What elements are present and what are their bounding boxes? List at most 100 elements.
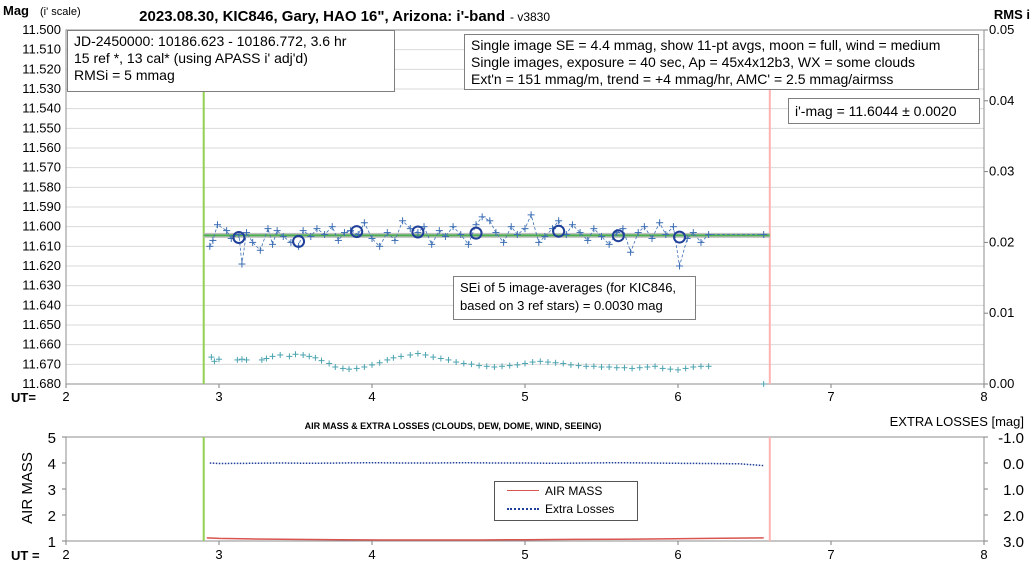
main-y2-tick-label: 0.03 [989, 164, 1014, 179]
rms-point [491, 364, 498, 371]
rms-point [552, 359, 559, 366]
single-image-point [414, 229, 422, 237]
rms-point [258, 356, 265, 363]
sei-line-1: SEi of 5 image-averages (for KIC846, [460, 280, 677, 295]
rms-point [667, 366, 674, 373]
rms-point [652, 363, 659, 370]
single-image-point [340, 229, 348, 237]
air-mass-y-tick-label: 1 [48, 534, 56, 551]
rms-point [376, 359, 383, 366]
stats-line-exposure: Single images, exposure = 40 sec, Ap = 4… [471, 54, 915, 70]
single-image-point [605, 240, 613, 248]
single-image-point [256, 246, 264, 254]
air-mass-x-tick-label: 8 [980, 547, 987, 562]
rms-point [353, 365, 360, 372]
single-image-point [541, 233, 549, 240]
main-y-tick-label: 11.630 [22, 278, 61, 293]
sei-box: SEi of 5 image-averages (for KIC846, bas… [453, 276, 696, 320]
main-y-tick-label: 11.530 [22, 81, 61, 96]
air-mass-y-tick-label: 2 [48, 508, 56, 525]
rms-point [300, 351, 307, 358]
main-chart-axes: 11.500 11.510 11.520 11.530 11.540 11.550 11.5… [22, 22, 1014, 404]
single-image-point [568, 221, 576, 229]
rms-point [414, 350, 421, 357]
single-image-point [273, 227, 281, 235]
info-line-rms: RMSi = 5 mmag [74, 67, 175, 83]
single-image-point [299, 227, 307, 235]
rms-point [499, 363, 506, 370]
single-image-point [209, 236, 217, 244]
rms-point [537, 358, 544, 365]
single-image-point [383, 229, 391, 237]
legend-swatch-extra-losses [507, 508, 539, 510]
rms-point [390, 354, 397, 361]
single-image-point [213, 221, 221, 229]
extra-losses-y2-tick-label: -1.0 [998, 430, 1024, 447]
single-image-point [334, 236, 342, 244]
rms-point [234, 356, 241, 363]
main-y2-tick-label: 0.02 [989, 234, 1014, 249]
rms-point [460, 360, 467, 367]
single-image-point [598, 233, 605, 240]
single-image-point [264, 225, 272, 233]
single-image-point [441, 233, 449, 240]
rms-point [606, 364, 613, 371]
main-y-tick-label: 11.620 [22, 258, 61, 273]
single-image-point [689, 229, 697, 237]
main-y2-tick-label: 0.05 [989, 22, 1014, 37]
single-image-point [223, 227, 231, 235]
single-image-point [648, 234, 656, 242]
rms-point [705, 363, 712, 370]
single-image-point [535, 238, 543, 246]
single-image-point [627, 248, 635, 256]
single-image-point [705, 231, 713, 239]
single-image-point [478, 213, 486, 221]
main-y2-tick-label: 0.00 [989, 376, 1014, 391]
air-mass-line [206, 537, 764, 541]
air-mass-x-axis-label: UT = [11, 548, 40, 563]
single-image-point [697, 238, 705, 246]
rms-point [483, 363, 490, 370]
single-image-point [656, 219, 664, 227]
main-x-tick-label: 5 [521, 389, 528, 404]
main-y-tick-label: 11.550 [22, 120, 61, 135]
observation-info-box: JD-2450000: 10186.623 - 10186.772, 3.6 h… [67, 30, 395, 92]
single-image-point [307, 233, 315, 240]
rms-point [243, 356, 250, 363]
air-mass-y-label: AIR MASS [19, 452, 36, 524]
air-mass-y-tick-label: 3 [48, 482, 56, 499]
y-axis-label: Mag [3, 3, 29, 18]
main-y-tick-label: 11.540 [22, 101, 61, 116]
single-image-point [269, 240, 277, 248]
single-image-point [590, 225, 598, 233]
average-point [292, 234, 306, 248]
extra-losses-line [209, 461, 764, 467]
main-y-tick-label: 11.670 [22, 356, 61, 371]
single-image-point [640, 223, 648, 231]
single-image-point [206, 242, 214, 250]
single-image-point [662, 231, 670, 239]
extra-losses-y2-tick-label: 1.0 [1003, 482, 1024, 499]
rms-point [690, 364, 697, 371]
air-mass-chart-title: AIR MASS & EXTRA LOSSES (CLOUDS, DEW, DO… [305, 421, 602, 431]
rms-point [437, 355, 444, 362]
info-line-refs: 15 ref *, 13 cal* (using APASS i' adj'd) [74, 50, 308, 66]
single-image-point [513, 231, 521, 239]
rms-point [332, 364, 339, 371]
extra-losses-y2-tick-label: 3.0 [1003, 534, 1024, 551]
single-image-point [584, 236, 592, 244]
main-x-tick-label: 4 [368, 389, 375, 404]
rms-point [506, 362, 513, 369]
single-image-point [555, 217, 563, 225]
average-point [469, 226, 483, 240]
rms-point [453, 359, 460, 366]
legend-swatch-air-mass [507, 490, 539, 491]
main-y-tick-label: 11.580 [22, 179, 61, 194]
main-y-tick-label: 11.590 [22, 199, 61, 214]
main-y-tick-label: 11.560 [22, 140, 61, 155]
main-chart-title: 2023.08.30, KIC846, Gary, HAO 16", Arizo… [139, 8, 505, 25]
main-y-tick-label: 11.610 [22, 238, 61, 253]
result-mag-box: i'-mag = 11.6044 ± 0.0020 [788, 98, 980, 124]
rms-point [598, 364, 605, 371]
